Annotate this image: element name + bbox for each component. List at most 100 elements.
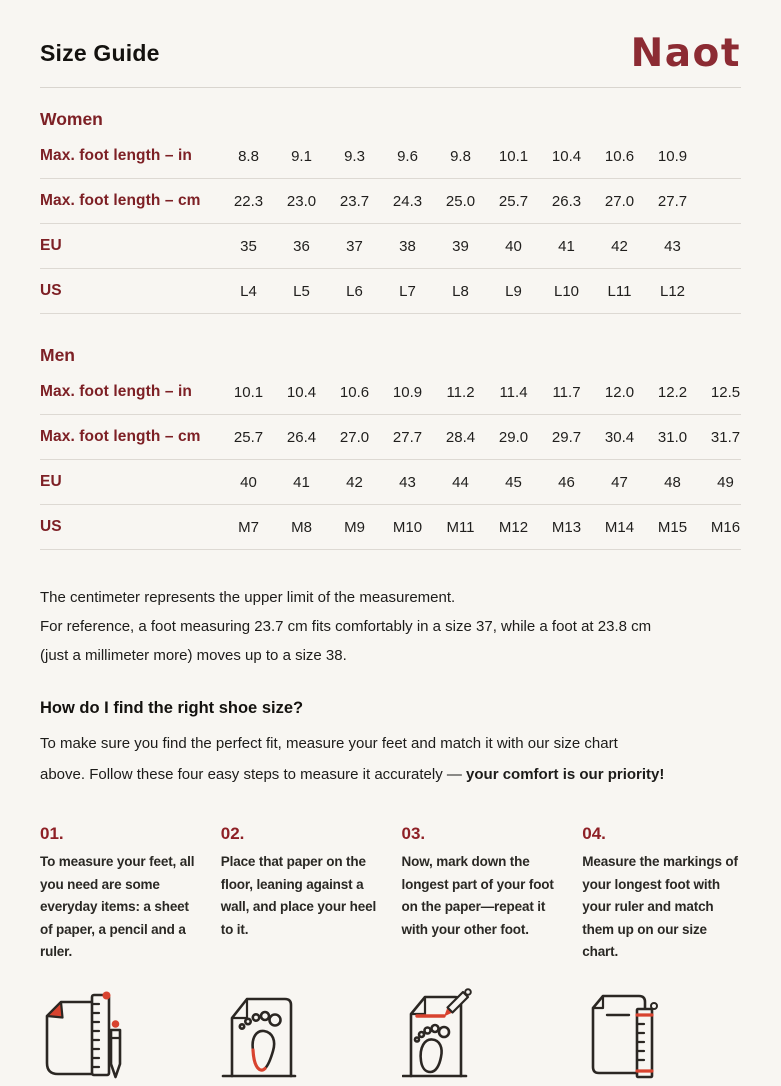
size-cell: 10.1	[498, 147, 529, 165]
size-cell: 11.4	[499, 383, 528, 401]
size-cell: 44	[452, 473, 469, 491]
size-cell: 25.0	[445, 192, 476, 210]
size-cell: 40	[240, 473, 257, 491]
note-line: The centimeter represents the upper limi…	[40, 589, 456, 606]
size-cell: 12.2	[657, 383, 688, 401]
size-cell: 11.7	[552, 383, 581, 401]
step-2: 02. Place that paper on the floor, leani…	[221, 824, 380, 964]
size-cell: 24.3	[392, 192, 423, 210]
step-1: 01. To measure your feet, all you need a…	[40, 824, 199, 964]
row-label: Max. foot length – in	[40, 147, 192, 164]
size-cell: L8	[452, 282, 469, 300]
size-cell: 29.0	[498, 428, 529, 446]
table-row: Max. foot length – cm 22.3 23.0 23.7 24.…	[40, 179, 741, 224]
measurement-notes: The centimeter represents the upper limi…	[40, 583, 741, 670]
size-cell: 35	[240, 237, 257, 255]
size-cell: M11	[446, 518, 475, 536]
howto-heading: How do I find the right shoe size?	[40, 699, 304, 717]
step-icons	[40, 987, 741, 1083]
step-text: Place that paper on the floor, leaning a…	[220, 854, 377, 937]
size-cell: 9.1	[291, 147, 312, 165]
row-label: Max. foot length – cm	[40, 192, 201, 209]
size-cell: 42	[611, 237, 628, 255]
step-3-icon-box	[401, 987, 561, 1083]
size-cell: 31.0	[657, 428, 688, 446]
size-cell: 27.7	[657, 192, 688, 210]
size-cell: 12.5	[710, 383, 741, 401]
table-row: Max. foot length – cm 25.7 26.4 27.0 27.…	[40, 415, 741, 460]
size-cell: 36	[293, 237, 310, 255]
size-cell: 37	[346, 237, 363, 255]
step-text: Measure the markings of your longest foo…	[582, 854, 738, 959]
size-cell: 10.1	[233, 383, 264, 401]
size-cell: 43	[664, 237, 681, 255]
size-cell: 9.6	[397, 147, 418, 165]
size-cell: M15	[657, 518, 688, 536]
table-row: EU 35 36 37 38 39 40 41 42 43	[40, 224, 741, 269]
step-text: Now, mark down the longest part of your …	[401, 854, 554, 937]
step-number: 04.	[582, 824, 606, 843]
size-cell: 27.0	[604, 192, 635, 210]
howto-intro-line2-regular: above. Follow these four easy steps to m…	[40, 766, 467, 783]
step-2-icon-box	[221, 988, 380, 1083]
size-cell: 10.4	[551, 147, 582, 165]
size-cell: 25.7	[498, 192, 529, 210]
size-cell: L5	[293, 282, 310, 300]
size-cell: L9	[505, 282, 522, 300]
size-cell: 10.4	[286, 383, 317, 401]
women-size-table: Max. foot length – in 8.8 9.1 9.3 9.6 9.…	[40, 134, 741, 314]
howto-intro: To make sure you find the perfect fit, m…	[40, 728, 741, 790]
measure-steps: 01. To measure your feet, all you need a…	[40, 824, 741, 964]
size-cell: 40	[505, 237, 522, 255]
size-cell: 10.9	[392, 383, 423, 401]
size-cell: 28.4	[445, 428, 476, 446]
size-cell: 47	[611, 473, 628, 491]
size-cell: 31.7	[710, 428, 741, 446]
size-cell: L7	[399, 282, 416, 300]
step-text: To measure your feet, all you need are s…	[40, 854, 195, 959]
size-cell: 22.3	[233, 192, 264, 210]
size-cell: 41	[558, 237, 575, 255]
table-row: US L4 L5 L6 L7 L8 L9 L10 L11 L12	[40, 269, 741, 314]
size-cell: 8.8	[238, 147, 259, 165]
step-1-icon-box	[40, 988, 199, 1083]
size-cell: L11	[607, 282, 632, 300]
row-label: EU	[40, 237, 62, 254]
howto-intro-line2: above. Follow these four easy steps to m…	[40, 759, 741, 790]
size-cell: 30.4	[604, 428, 635, 446]
men-size-table: Max. foot length – in 10.1 10.4 10.6 10.…	[40, 370, 741, 550]
size-cell: 10.6	[604, 147, 635, 165]
men-section-title: Men	[40, 345, 75, 365]
women-section-title: Women	[40, 109, 103, 129]
footprint-pencil-mark-icon	[401, 987, 472, 1077]
size-cell: 26.3	[551, 192, 582, 210]
size-cell: 46	[558, 473, 575, 491]
size-cell: 26.4	[286, 428, 317, 446]
size-cell: M10	[392, 518, 423, 536]
step-number: 01.	[40, 824, 64, 843]
size-cell: 9.8	[450, 147, 471, 165]
step-4-icon-box	[582, 988, 741, 1083]
step-4: 04. Measure the markings of your longest…	[582, 824, 741, 964]
howto-intro-line2-bold: your comfort is our priority!	[466, 766, 665, 783]
note-line: (just a millimeter more) moves up to a s…	[40, 647, 347, 664]
size-cell: 38	[399, 237, 416, 255]
step-number: 02.	[220, 824, 245, 843]
paper-ruler-measure-icon	[591, 994, 659, 1078]
size-cell: 42	[346, 473, 363, 491]
paper-footprint-heel-icon	[221, 997, 297, 1077]
row-label: Max. foot length – cm	[40, 428, 201, 445]
size-cell: 12.0	[604, 383, 635, 401]
row-label: Max. foot length – in	[40, 383, 192, 400]
row-label: US	[40, 282, 62, 299]
size-cell: L6	[346, 282, 363, 300]
size-cell: 25.7	[233, 428, 264, 446]
size-cell: L10	[553, 282, 580, 300]
row-label: EU	[40, 473, 62, 490]
size-cell: L4	[240, 282, 257, 300]
size-cell: L12	[659, 282, 686, 300]
table-row: Max. foot length – in 8.8 9.1 9.3 9.6 9.…	[40, 134, 741, 179]
howto-intro-line1: To make sure you find the perfect fit, m…	[40, 735, 618, 752]
step-number: 03.	[401, 824, 426, 843]
